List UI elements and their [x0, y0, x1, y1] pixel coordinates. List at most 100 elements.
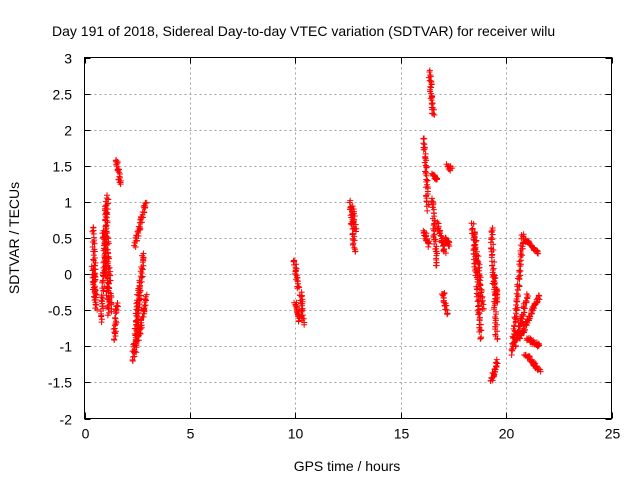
- data-point: [470, 232, 477, 239]
- data-point: [114, 160, 121, 167]
- data-point: [445, 242, 452, 249]
- data-point: [105, 265, 112, 272]
- x-tick-label: 10: [288, 426, 304, 442]
- data-point: [519, 315, 526, 322]
- data-point: [423, 198, 430, 205]
- x-axis-label: GPS time / hours: [294, 458, 401, 474]
- data-point: [533, 247, 540, 254]
- data-point: [425, 243, 432, 250]
- data-point: [140, 262, 147, 269]
- data-point: [476, 264, 483, 271]
- data-point: [493, 356, 500, 363]
- data-point: [475, 311, 482, 318]
- data-point: [104, 312, 111, 319]
- data-point: [98, 316, 105, 323]
- data-point: [139, 313, 146, 320]
- data-point: [423, 178, 430, 185]
- data-point: [490, 265, 497, 272]
- data-point: [512, 305, 519, 312]
- data-point: [291, 261, 298, 268]
- data-point: [117, 181, 124, 188]
- data-point: [494, 336, 501, 343]
- y-tick-label: -1.5: [48, 375, 72, 391]
- data-point: [91, 248, 98, 255]
- data-point: [114, 300, 121, 307]
- data-point: [351, 237, 358, 244]
- y-tick-label: 3: [64, 51, 72, 67]
- data-point: [111, 336, 117, 343]
- data-point: [430, 110, 437, 117]
- data-point: [91, 289, 98, 296]
- data-point: [298, 293, 305, 300]
- data-point: [99, 295, 106, 302]
- data-point: [349, 203, 356, 210]
- data-point: [492, 274, 499, 281]
- data-point: [511, 322, 518, 329]
- x-tick-label: 20: [499, 426, 515, 442]
- data-point: [349, 241, 356, 248]
- data-point: [138, 292, 145, 299]
- data-point: [140, 250, 147, 257]
- y-axis-label: SDTVAR / TECUs: [6, 182, 22, 294]
- data-point: [434, 176, 441, 183]
- plot-frame: [84, 57, 612, 419]
- data-point: [535, 293, 542, 300]
- data-point: [536, 342, 543, 349]
- data-point: [510, 331, 517, 338]
- data-point: [111, 314, 118, 321]
- data-point: [447, 165, 454, 172]
- data-point: [534, 250, 541, 257]
- data-point: [104, 219, 111, 226]
- data-point: [301, 321, 308, 328]
- data-point: [421, 135, 428, 142]
- data-point: [476, 310, 483, 317]
- data-point: [470, 220, 477, 227]
- data-point: [516, 258, 523, 265]
- data-point: [479, 297, 486, 304]
- data-point: [142, 200, 149, 207]
- data-point: [426, 69, 433, 76]
- data-point: [477, 321, 484, 328]
- data-point: [514, 293, 521, 300]
- data-point: [91, 240, 98, 247]
- data-point: [491, 281, 498, 288]
- data-point: [475, 297, 482, 304]
- y-tick-label: 2: [64, 123, 72, 139]
- data-point: [421, 146, 428, 153]
- data-point: [514, 287, 521, 294]
- data-point: [516, 267, 523, 274]
- data-point: [352, 248, 359, 255]
- data-point: [351, 212, 358, 219]
- data-point: [129, 353, 136, 360]
- data-point: [480, 305, 487, 312]
- y-tick-label: 2.5: [53, 87, 73, 103]
- data-point: [139, 273, 146, 280]
- data-point: [430, 222, 437, 229]
- data-point: [352, 221, 359, 228]
- grid: [84, 57, 612, 419]
- data-point: [353, 228, 360, 235]
- data-point: [523, 291, 530, 298]
- data-point: [494, 328, 501, 335]
- data-point: [474, 298, 481, 305]
- data-point: [490, 241, 497, 248]
- data-point: [113, 163, 120, 170]
- data-point: [94, 306, 101, 313]
- data-point: [103, 230, 110, 237]
- data-point: [99, 278, 106, 285]
- data-point: [112, 315, 119, 322]
- data-point: [492, 359, 499, 366]
- data-point: [91, 293, 98, 300]
- data-point: [488, 228, 495, 235]
- y-tick-label: 0.5: [53, 231, 73, 247]
- data-point: [346, 199, 353, 206]
- data-point: [90, 266, 97, 273]
- data-point: [520, 325, 527, 332]
- data-point: [537, 368, 544, 375]
- tick-labels: 0 5 10 15 20 25 -2 -1.5 -1 -0.5 0 0.5 1 1.5 2 2.5 3: [48, 51, 621, 442]
- data-point: [512, 342, 519, 349]
- data-point: [422, 155, 429, 162]
- data-point: [477, 282, 484, 289]
- data-point: [473, 237, 480, 244]
